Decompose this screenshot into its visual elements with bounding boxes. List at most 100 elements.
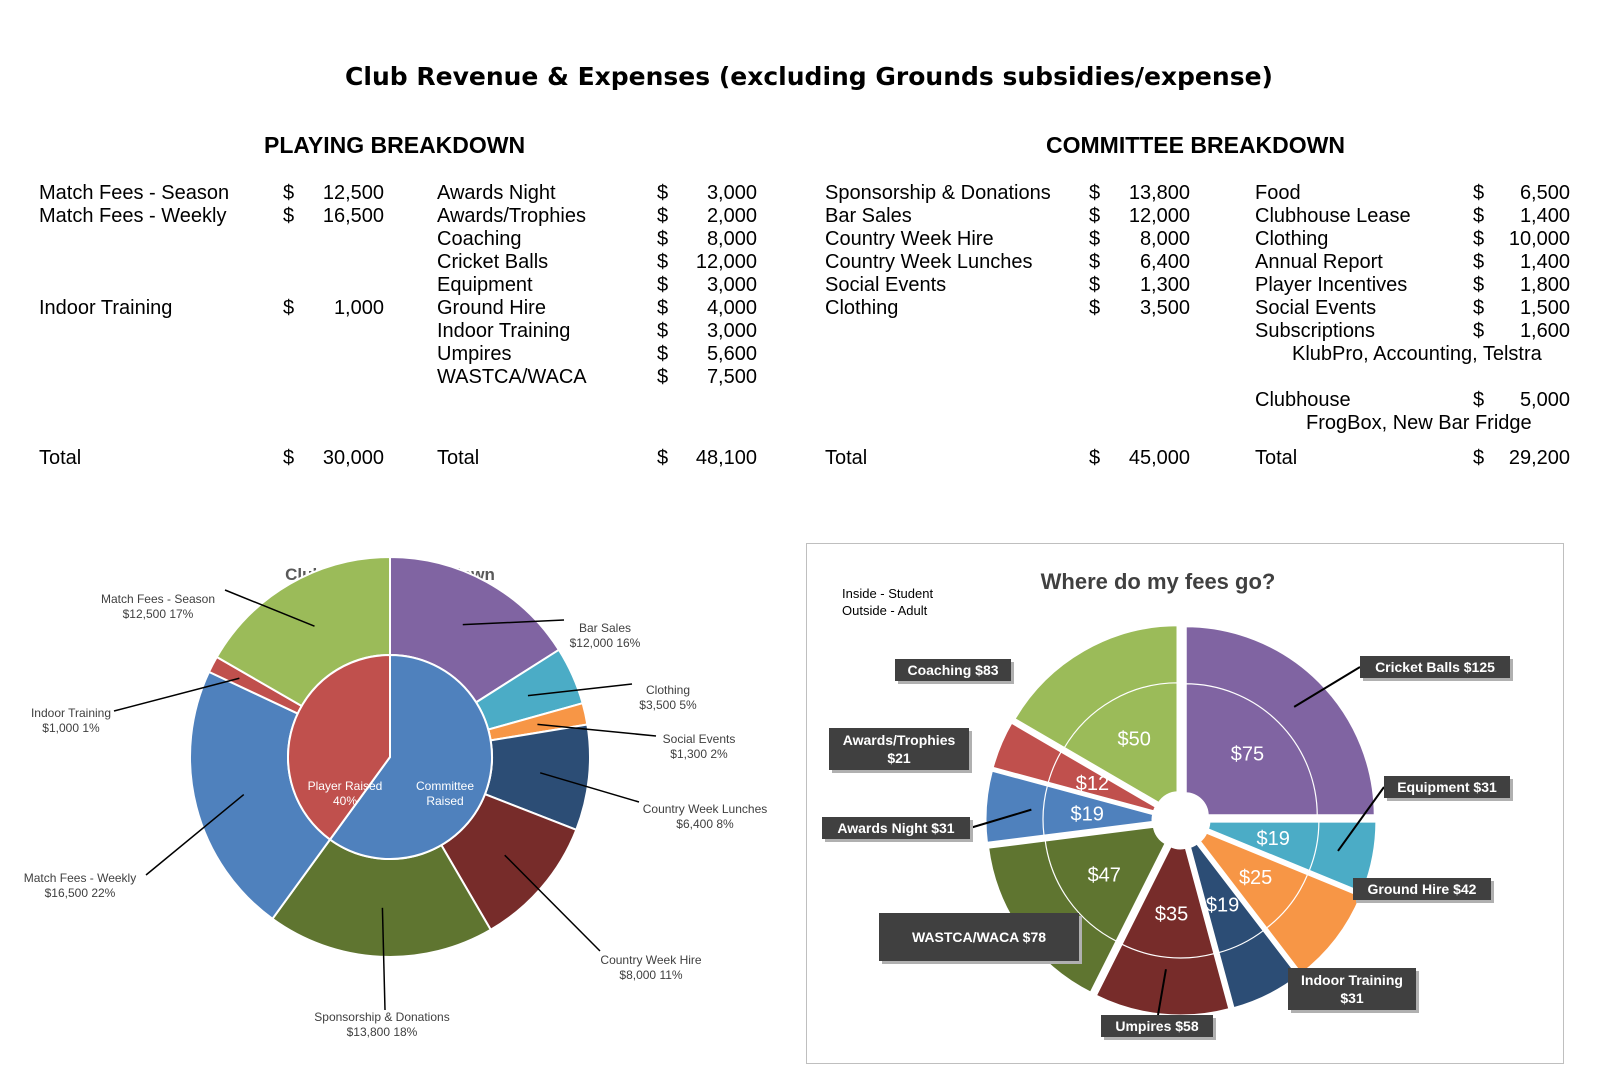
slice-label: Match Fees - Weekly $16,500 22%: [24, 871, 136, 900]
total-amount: 29,200: [1508, 447, 1570, 469]
row-label: Awards/Trophies: [437, 205, 586, 227]
callout-label: Awards Night $31: [837, 820, 954, 836]
inner-label: Committee Raised: [416, 779, 474, 808]
slice-label: Country Week Lunches $6,400 8%: [643, 802, 768, 831]
leader-line: [145, 793, 245, 876]
row-label: Country Week Lunches: [825, 251, 1033, 273]
leader-line: [969, 808, 1032, 829]
row-amount: 8,000: [1139, 228, 1190, 250]
total-row: Total $ 29,200: [1255, 447, 1570, 470]
inner-slice-awards-trophies: [1047, 750, 1158, 813]
row-currency: $: [1473, 228, 1485, 250]
row-amount: 1,400: [1519, 205, 1570, 227]
inner-slice-committee: [328, 653, 493, 860]
callout-label: Umpires $58: [1115, 1018, 1198, 1034]
slice-group: [990, 719, 1159, 814]
leader-line: [1337, 786, 1385, 852]
inner-slice-ground-hire: [1198, 831, 1309, 930]
inner-value-label: $19: [1206, 894, 1239, 916]
chart-title: Where do my fees go?: [1041, 569, 1276, 594]
inner-value-label: $19: [1257, 828, 1290, 850]
row-currency: $: [1473, 274, 1485, 296]
inner-slice-awards-night: [1042, 784, 1155, 837]
row-label: Umpires: [437, 343, 512, 365]
table-row: Coaching $ 8,000: [437, 228, 757, 251]
row-amount: 1,600: [1519, 320, 1570, 342]
table-row: Match Fees - Season $ 12,500: [39, 182, 384, 205]
row-currency: $: [1473, 205, 1485, 227]
inner-slice-cricket-balls: [1184, 683, 1318, 817]
row-amount: 3,000: [706, 274, 757, 296]
callout-label: Indoor Training $31: [1301, 972, 1403, 1006]
table-row: Match Fees - Weekly $ 16,500: [39, 205, 384, 228]
row-label: Social Events: [825, 274, 947, 296]
row-amount: 8,000: [706, 228, 757, 250]
table-row: Country Week Hire $ 8,000: [825, 228, 1190, 251]
row-label: Food: [1255, 182, 1301, 204]
total-label: Total: [1255, 447, 1298, 469]
inner-slice-umpires: [1120, 844, 1216, 959]
total-currency: $: [283, 447, 295, 469]
label-box: [829, 728, 969, 770]
row-label: Country Week Hire: [825, 228, 994, 250]
slice-label: Match Fees - Season $12,500 17%: [101, 592, 215, 621]
callout-label: Equipment $31: [1397, 779, 1497, 795]
row-amount: 1,500: [1519, 297, 1570, 319]
row-label: Indoor Training: [39, 297, 173, 319]
leader-line: [1293, 666, 1361, 708]
total-label: Total: [437, 447, 480, 469]
label-box: [879, 913, 1079, 961]
row-label: Annual Report: [1255, 251, 1383, 273]
leader-line: [504, 854, 601, 952]
label-box: [1288, 968, 1416, 1010]
row-amount: 2,000: [706, 205, 757, 227]
total-currency: $: [1473, 447, 1485, 469]
slice-label: Clothing $3,500 5%: [639, 683, 697, 712]
row-amount: 13,800: [1128, 182, 1190, 204]
slice-label: Bar Sales $12,000 16%: [570, 621, 641, 650]
row-amount: 5,600: [706, 343, 757, 365]
playing-breakdown-heading: PLAYING BREAKDOWN: [264, 132, 526, 158]
total-row: Total $ 30,000: [39, 447, 384, 470]
table-row: Clubhouse $ 5,000: [1255, 389, 1570, 412]
inner-slice-player: [287, 653, 391, 841]
row-currency: $: [1089, 205, 1101, 227]
row-currency: $: [1089, 274, 1101, 296]
slice-label: Country Week Hire $8,000 11%: [600, 953, 701, 982]
leader-line: [1157, 969, 1167, 1016]
row-label: Ground Hire: [437, 297, 546, 319]
table-row: Player Incentives $ 1,800: [1255, 274, 1570, 297]
slice-group: [1187, 840, 1302, 1011]
label-box: [1360, 656, 1510, 678]
row-label: Match Fees - Season: [39, 182, 230, 204]
row-amount: 3,000: [706, 182, 757, 204]
table-row: Equipment $ 3,000: [437, 274, 757, 297]
leader-line: [462, 619, 565, 626]
table-row: Cricket Balls $ 12,000: [437, 251, 757, 274]
table-row: Clothing $ 10,000: [1255, 228, 1570, 251]
total-amount: 48,100: [695, 447, 757, 469]
table-row: Food $ 6,500: [1255, 182, 1570, 205]
row-currency: $: [657, 182, 669, 204]
label-box: [822, 817, 970, 839]
row-amount: 3,000: [706, 320, 757, 342]
inner-slice-equipment: [1206, 820, 1320, 873]
row-label: Clothing: [825, 297, 899, 319]
table-row: Sponsorship & Donations $ 13,800: [825, 182, 1190, 205]
row-label: Clubhouse Lease: [1255, 205, 1411, 227]
table-row: Indoor Training $ 3,000: [437, 320, 757, 343]
row-amount: 3,500: [1139, 297, 1190, 319]
table-row: Annual Report $ 1,400: [1255, 251, 1570, 274]
leader-line: [539, 772, 640, 803]
row-label: Subscriptions: [1255, 320, 1376, 342]
page-title: Club Revenue & Expenses (excluding Groun…: [345, 62, 1273, 91]
table-row: WASTCA/WACA $ 7,500: [437, 366, 757, 389]
legend-inside: Inside - Student: [842, 586, 933, 601]
leader-line: [527, 683, 633, 697]
table-row: Awards/Trophies $ 2,000: [437, 205, 757, 228]
slice-label: Indoor Training $1,000 1%: [31, 706, 111, 735]
row-currency: $: [1473, 389, 1485, 411]
table-row: Bar Sales $ 12,000: [825, 205, 1190, 228]
callout-label: Coaching $83: [907, 662, 998, 678]
table-row: Awards Night $ 3,000: [437, 182, 757, 205]
